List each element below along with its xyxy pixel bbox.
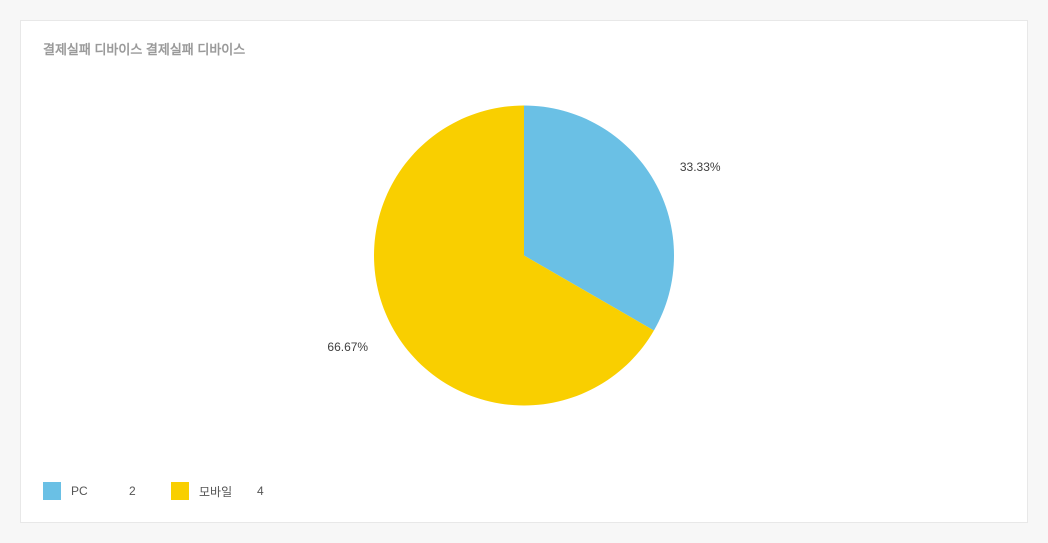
pie-chart-area: 33.33% 66.67% — [43, 58, 1005, 458]
pie-chart — [374, 106, 674, 411]
legend-swatch-mobile — [171, 482, 189, 500]
card-title: 결제실패 디바이스 결제실패 디바이스 — [43, 39, 1005, 58]
legend-swatch-pc — [43, 482, 61, 500]
legend-value-mobile: 4 — [257, 484, 287, 498]
slice-label-pc: 33.33% — [680, 160, 721, 174]
legend-label-pc: PC — [71, 484, 119, 498]
legend-label-mobile: 모바일 — [199, 483, 247, 500]
legend: PC 2 모바일 4 — [43, 482, 287, 500]
legend-item-mobile: 모바일 4 — [171, 482, 287, 500]
chart-card: 결제실패 디바이스 결제실패 디바이스 33.33% 66.67% PC 2 모바… — [20, 20, 1028, 523]
legend-value-pc: 2 — [129, 484, 159, 498]
legend-item-pc: PC 2 — [43, 482, 159, 500]
slice-label-모바일: 66.67% — [308, 340, 368, 354]
